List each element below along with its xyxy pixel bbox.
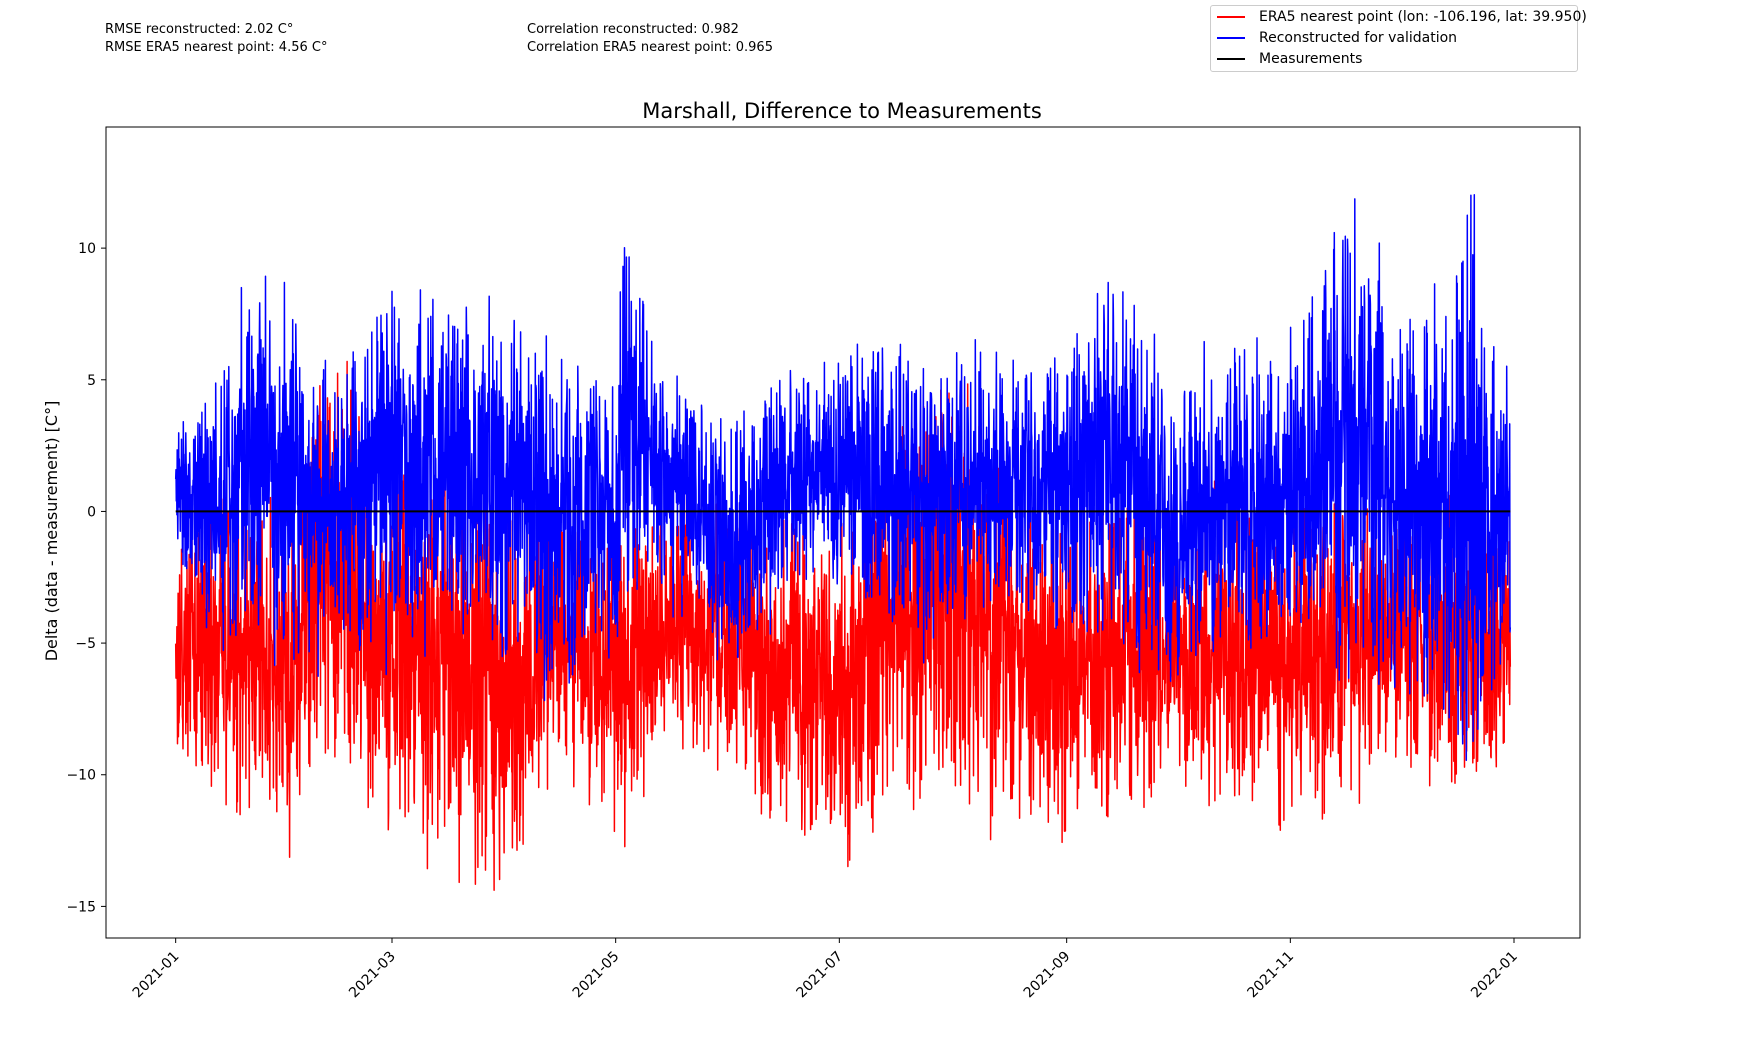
correlation-reconstructed: Correlation reconstructed: 0.982	[527, 22, 739, 37]
x-tick-label: 2021-07	[793, 949, 846, 1002]
y-tick-label: 5	[87, 373, 96, 389]
y-tick-label: 0	[87, 504, 96, 520]
chart-title: Marshall, Difference to Measurements	[642, 99, 1042, 123]
legend-label-measurements: Measurements	[1259, 51, 1363, 67]
x-tick-label: 2021-09	[1021, 949, 1074, 1002]
legend-swatch-era5	[1217, 16, 1245, 18]
y-axis-label: Delta (data - measurement) [C°]	[42, 401, 61, 662]
legend-swatch-reconstructed	[1217, 37, 1245, 39]
correlation-era5: Correlation ERA5 nearest point: 0.965	[527, 40, 773, 55]
x-tick-label: 2021-01	[130, 949, 183, 1002]
x-tick-label: 2021-05	[570, 949, 623, 1002]
y-tick-label: 10	[78, 241, 96, 257]
x-tick-label: 2021-03	[346, 949, 399, 1002]
legend-item-measurements: Measurements	[1217, 49, 1362, 69]
legend-label-reconstructed: Reconstructed for validation	[1259, 30, 1458, 46]
plot-frame	[105, 126, 1581, 939]
y-tick-label: −5	[75, 636, 96, 652]
legend-item-reconstructed: Reconstructed for validation	[1217, 28, 1457, 48]
chart-legend: ERA5 nearest point (lon: -106.196, lat: …	[1210, 5, 1587, 72]
legend-item-era5: ERA5 nearest point (lon: -106.196, lat: …	[1217, 7, 1587, 27]
x-tick-label: 2021-11	[1244, 949, 1297, 1002]
rmse-reconstructed: RMSE reconstructed: 2.02 C°	[105, 22, 294, 37]
y-tick-label: −15	[66, 899, 96, 915]
legend-swatch-measurements	[1217, 58, 1245, 60]
legend-label-era5: ERA5 nearest point (lon: -106.196, lat: …	[1259, 9, 1587, 25]
y-tick-label: −10	[66, 768, 96, 784]
rmse-era5: RMSE ERA5 nearest point: 4.56 C°	[105, 40, 328, 55]
series-line-reconstructed	[174, 194, 1512, 761]
x-tick-label: 2022-01	[1468, 949, 1521, 1002]
